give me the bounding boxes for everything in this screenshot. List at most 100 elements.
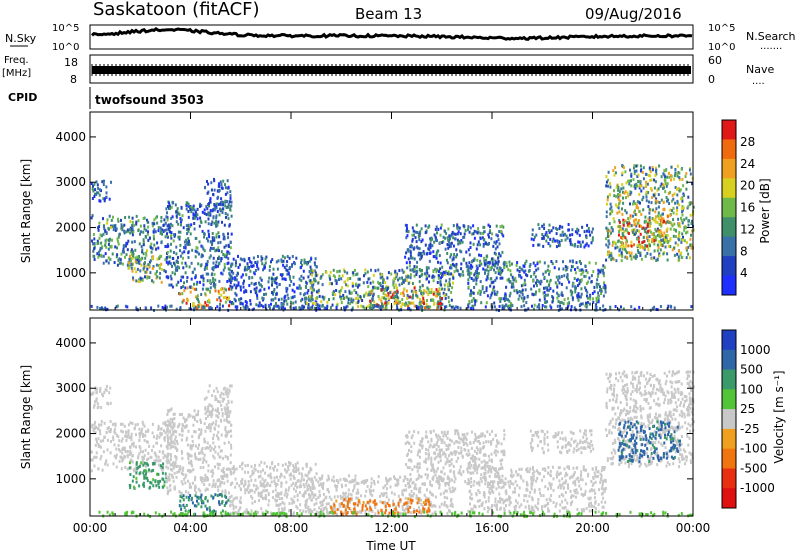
scatter-cell [496, 245, 499, 249]
scatter-cell [476, 258, 479, 262]
scatter-cell [597, 282, 600, 286]
scatter-cell [181, 261, 184, 265]
scatter-cell [678, 176, 681, 180]
scatter-cell [251, 472, 254, 476]
scatter-cell [170, 277, 173, 281]
scatter-cell [349, 297, 352, 301]
scatter-cell [211, 236, 214, 240]
scatter-cell [552, 289, 555, 293]
scatter-cell [434, 228, 437, 231]
scatter-cell [201, 460, 204, 464]
scatter-cell [404, 278, 406, 282]
scatter-cell [609, 207, 612, 211]
scatter-cell [578, 233, 581, 237]
scatter-cell [609, 202, 612, 206]
cpid-program: twofsound 3503 [95, 93, 204, 107]
scatter-cell [135, 480, 138, 484]
scatter-cell [96, 239, 99, 243]
scatter-cell [678, 231, 681, 235]
scatter-cell [372, 304, 375, 308]
scatter-cell [198, 434, 201, 438]
scatter-cell [205, 287, 208, 291]
scatter-cell [513, 278, 516, 282]
scatter-cell [600, 288, 602, 291]
scatter-cell [418, 268, 421, 271]
scatter-cell [667, 191, 670, 195]
scatter-cell [171, 285, 174, 289]
scatter-cell [669, 174, 672, 178]
scatter-cell [585, 242, 588, 246]
scatter-cell [576, 231, 579, 235]
scatter-cell [580, 278, 583, 282]
scatter-cell [183, 240, 186, 244]
scatter-cell [209, 305, 212, 309]
scatter-cell [124, 455, 126, 459]
scatter-cell [345, 295, 348, 299]
scatter-cell [311, 289, 314, 292]
scatter-cell [346, 271, 349, 275]
scatter-cell [172, 430, 175, 434]
scatter-cell [474, 276, 477, 280]
scatter-cell [446, 236, 449, 240]
scatter-cell [577, 292, 580, 296]
scatter-cell [552, 237, 555, 241]
scatter-cell [185, 490, 187, 494]
scatter-cell [311, 283, 314, 287]
scatter-cell [209, 281, 212, 284]
scatter-cell [384, 286, 387, 290]
scatter-cell [669, 213, 672, 217]
scatter-cell [214, 485, 217, 488]
scatter-cell [516, 261, 519, 265]
scatter-cell [275, 499, 278, 503]
scatter-cell [219, 299, 222, 303]
scatter-cell [258, 289, 261, 293]
scatter-cell [220, 433, 223, 437]
scatter-cell [369, 299, 372, 303]
scatter-cell [457, 230, 460, 234]
scatter-cell [316, 296, 319, 300]
scatter-cell [159, 459, 162, 462]
scatter-cell [605, 202, 608, 206]
scatter-cell [218, 445, 221, 449]
scatter-cell [212, 471, 215, 475]
scatter-cell [214, 493, 217, 497]
colorbar-swatch [722, 217, 736, 238]
scatter-cell [182, 466, 185, 470]
scatter-cell [439, 271, 442, 275]
scatter-cell [666, 227, 669, 231]
scatter-cell [214, 289, 217, 293]
scatter-cell [199, 219, 202, 223]
scatter-cell [128, 423, 130, 427]
scatter-cell [93, 456, 96, 459]
scatter-cell [666, 220, 669, 224]
scatter-cell [234, 299, 237, 303]
scatter-cell [536, 305, 539, 309]
scatter-cell [251, 469, 254, 473]
scatter-cell [467, 305, 470, 309]
scatter-cell [541, 237, 544, 240]
scatter-cell [275, 277, 277, 281]
scatter-cell [622, 196, 624, 200]
scatter-cell [180, 205, 183, 209]
scatter-cell [507, 277, 510, 281]
scatter-cell [620, 253, 623, 257]
scatter-cell [675, 212, 678, 216]
scatter-cell [575, 286, 577, 290]
scatter-cell [608, 250, 610, 254]
scatter-cell [126, 450, 129, 453]
scatter-cell [130, 248, 133, 252]
scatter-cell [138, 278, 140, 282]
freq-unit-label: [MHz] [2, 68, 31, 79]
scatter-cell [571, 296, 574, 300]
scatter-cell [172, 461, 175, 465]
scatter-cell [492, 263, 495, 267]
scatter-cell [664, 182, 667, 186]
scatter-cell [522, 264, 525, 268]
scatter-cell [218, 463, 221, 466]
scatter-cell [171, 440, 174, 444]
scatter-cell [681, 207, 684, 211]
colorbar-frame [721, 119, 737, 296]
scatter-cell [101, 180, 104, 184]
scatter-cell [467, 303, 470, 307]
scatter-cell [250, 264, 253, 268]
